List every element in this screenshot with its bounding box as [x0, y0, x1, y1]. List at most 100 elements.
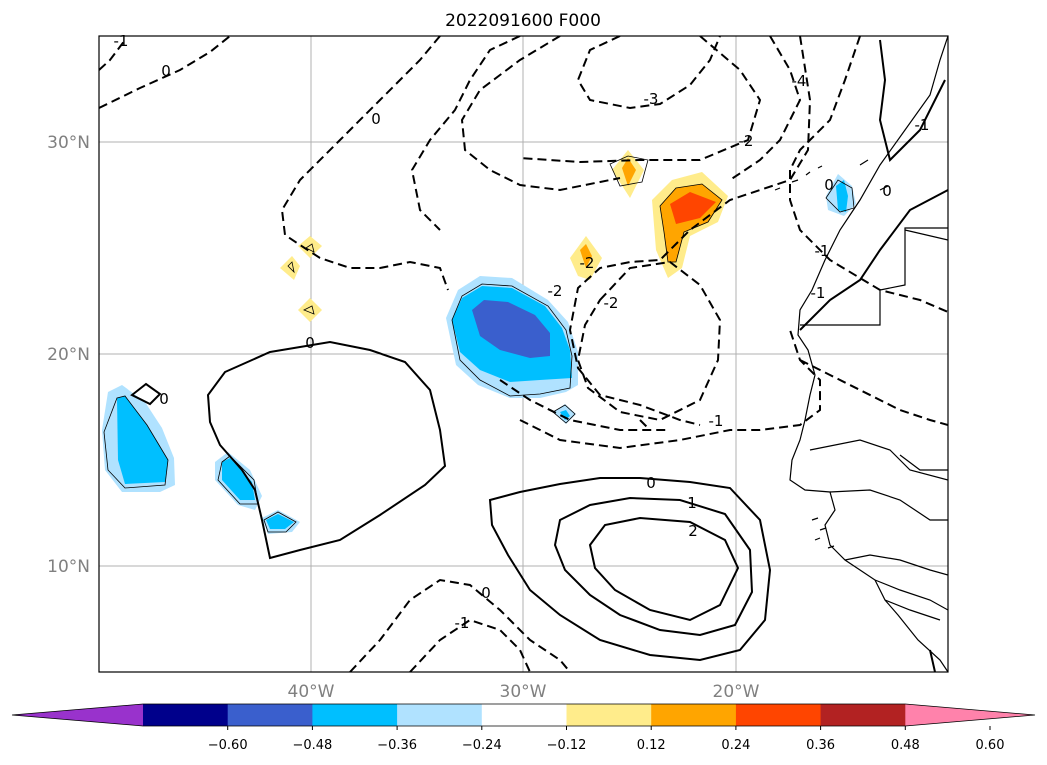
- shade-central-dark: [472, 300, 550, 358]
- contour-1-south: [553, 496, 754, 637]
- colorbar-segment: [143, 704, 229, 726]
- contour-m2-upper: [460, 36, 621, 192]
- contour-label: 0: [161, 62, 171, 80]
- border-3: [809, 439, 948, 481]
- colorbar-tick-label: 0.12: [637, 738, 666, 753]
- colorbar-extend-max: [905, 704, 1035, 726]
- border-5: [844, 554, 948, 576]
- shade-pos-4o: [580, 244, 592, 268]
- contour-label: -1: [815, 242, 830, 260]
- shade-pos-5o: [622, 158, 636, 186]
- contour-label: -2: [548, 282, 563, 300]
- shade-west-mid: [117, 396, 168, 484]
- plot-frame: [98, 35, 949, 673]
- contour-label: -1: [915, 116, 930, 134]
- colorbar-segment: [227, 704, 313, 726]
- colorbar-tick-label: 0.24: [721, 738, 750, 753]
- shade-central-small2: [560, 410, 570, 420]
- longitude-labels: 40°W 30°W 20°W: [288, 682, 760, 702]
- contour-0-nw: [99, 36, 231, 109]
- border-8: [884, 599, 941, 621]
- lat-label-10n: 10°N: [47, 557, 90, 577]
- shade-pos-2: [298, 236, 322, 258]
- contour-label: 0: [305, 334, 315, 352]
- contour-m1-africa: [799, 359, 948, 426]
- contour-1-ne: [878, 39, 946, 162]
- lon-label-40w: 40°W: [288, 682, 335, 702]
- border-4: [829, 489, 948, 521]
- border-6: [874, 579, 948, 611]
- contour-0-mid: [280, 36, 449, 291]
- contour-0-west: [206, 340, 447, 560]
- colorbar-tick-label: 0.60: [976, 738, 1005, 753]
- contour-m1-mid: [410, 36, 521, 231]
- contour-m1-lower: [519, 329, 821, 450]
- colorbar-tick-label: −0.24: [462, 738, 502, 753]
- contour-label: 0: [481, 584, 491, 602]
- border-1: [800, 227, 948, 326]
- border-2: [904, 229, 948, 241]
- contour-label: -4: [792, 72, 807, 90]
- contour-m2-top: [519, 36, 762, 164]
- lat-label-20n: 20°N: [47, 345, 90, 365]
- shade-ne-mid: [836, 180, 848, 212]
- chart-title: 2022091600 F000: [445, 11, 601, 31]
- contour-label: -1: [455, 614, 470, 632]
- shade-mid-mid: [222, 458, 255, 500]
- canary-islands: [774, 159, 889, 191]
- contour-label: -3: [644, 90, 659, 108]
- shade-pos-6r: [670, 192, 716, 224]
- contour-m1-south: [409, 618, 531, 672]
- contour-label: -1: [709, 412, 724, 430]
- colorbar: −0.60 −0.48 −0.36 −0.24 −0.12 0.12 0.24 0.36 0.4…: [11, 703, 1036, 753]
- colorbar-segment: [735, 704, 822, 726]
- colorbar-segment: [397, 704, 483, 726]
- colorbar-segment: [566, 704, 652, 726]
- lat-label-30n: 30°N: [47, 133, 90, 153]
- colorbar-segment: [820, 704, 906, 726]
- colorbar-segment: [651, 704, 737, 726]
- colorbar-tick-label: 0.36: [806, 738, 835, 753]
- colorbar-tick-label: −0.48: [292, 738, 332, 753]
- contour-label: -1: [114, 32, 129, 50]
- colorbar-segment: [481, 704, 567, 726]
- shade-small-mid: [266, 514, 294, 529]
- contour-m2-lower: [499, 379, 670, 431]
- contour-1-africa: [799, 189, 948, 331]
- contour-0-south: [488, 477, 772, 662]
- contour-label: 0: [646, 474, 656, 492]
- contour-small-dash: [639, 419, 649, 429]
- contour-m2-east: [568, 36, 812, 426]
- contour-label: 0: [882, 182, 892, 200]
- colorbar-tick-label: −0.36: [377, 738, 417, 753]
- colorbar-outline: [11, 703, 1036, 727]
- contour-0-south-dashed: [349, 578, 571, 672]
- colorbar-tick-label: 0.48: [891, 738, 920, 753]
- contour-label: 1: [687, 494, 697, 512]
- contour-label: -2: [604, 294, 619, 312]
- contour-m1-east: [789, 36, 948, 313]
- colorbar-segment: [312, 704, 398, 726]
- colorbar-tick-label: −0.12: [547, 738, 587, 753]
- contour-0-island: [130, 382, 162, 406]
- shade-pos-3: [298, 298, 322, 322]
- solid-contours: [130, 39, 948, 672]
- colorbar-extend-min: [12, 704, 143, 726]
- contour-label: -2: [739, 132, 754, 150]
- contour-label: -2: [580, 254, 595, 272]
- dashed-contours: [99, 36, 948, 672]
- shaded-anomalies: [102, 150, 856, 534]
- contour-label: 0: [159, 390, 169, 408]
- border-7: [899, 454, 948, 471]
- contour-labels: -1 0 0 -3 -2 -4 -2 -2 -2 0 -1 0 1 2 0 -1…: [114, 32, 930, 632]
- lon-label-30w: 30°W: [500, 682, 547, 702]
- contour-m2-inner: [576, 260, 722, 422]
- contour-label: -1: [811, 284, 826, 302]
- contour-0-coast: [929, 649, 936, 672]
- contour-label: 2: [688, 522, 698, 540]
- cape-verde-1: [811, 517, 835, 549]
- contour-label: 0: [824, 176, 834, 194]
- contour-m3: [576, 36, 721, 110]
- latitude-labels: 30°N 20°N 10°N: [47, 133, 90, 577]
